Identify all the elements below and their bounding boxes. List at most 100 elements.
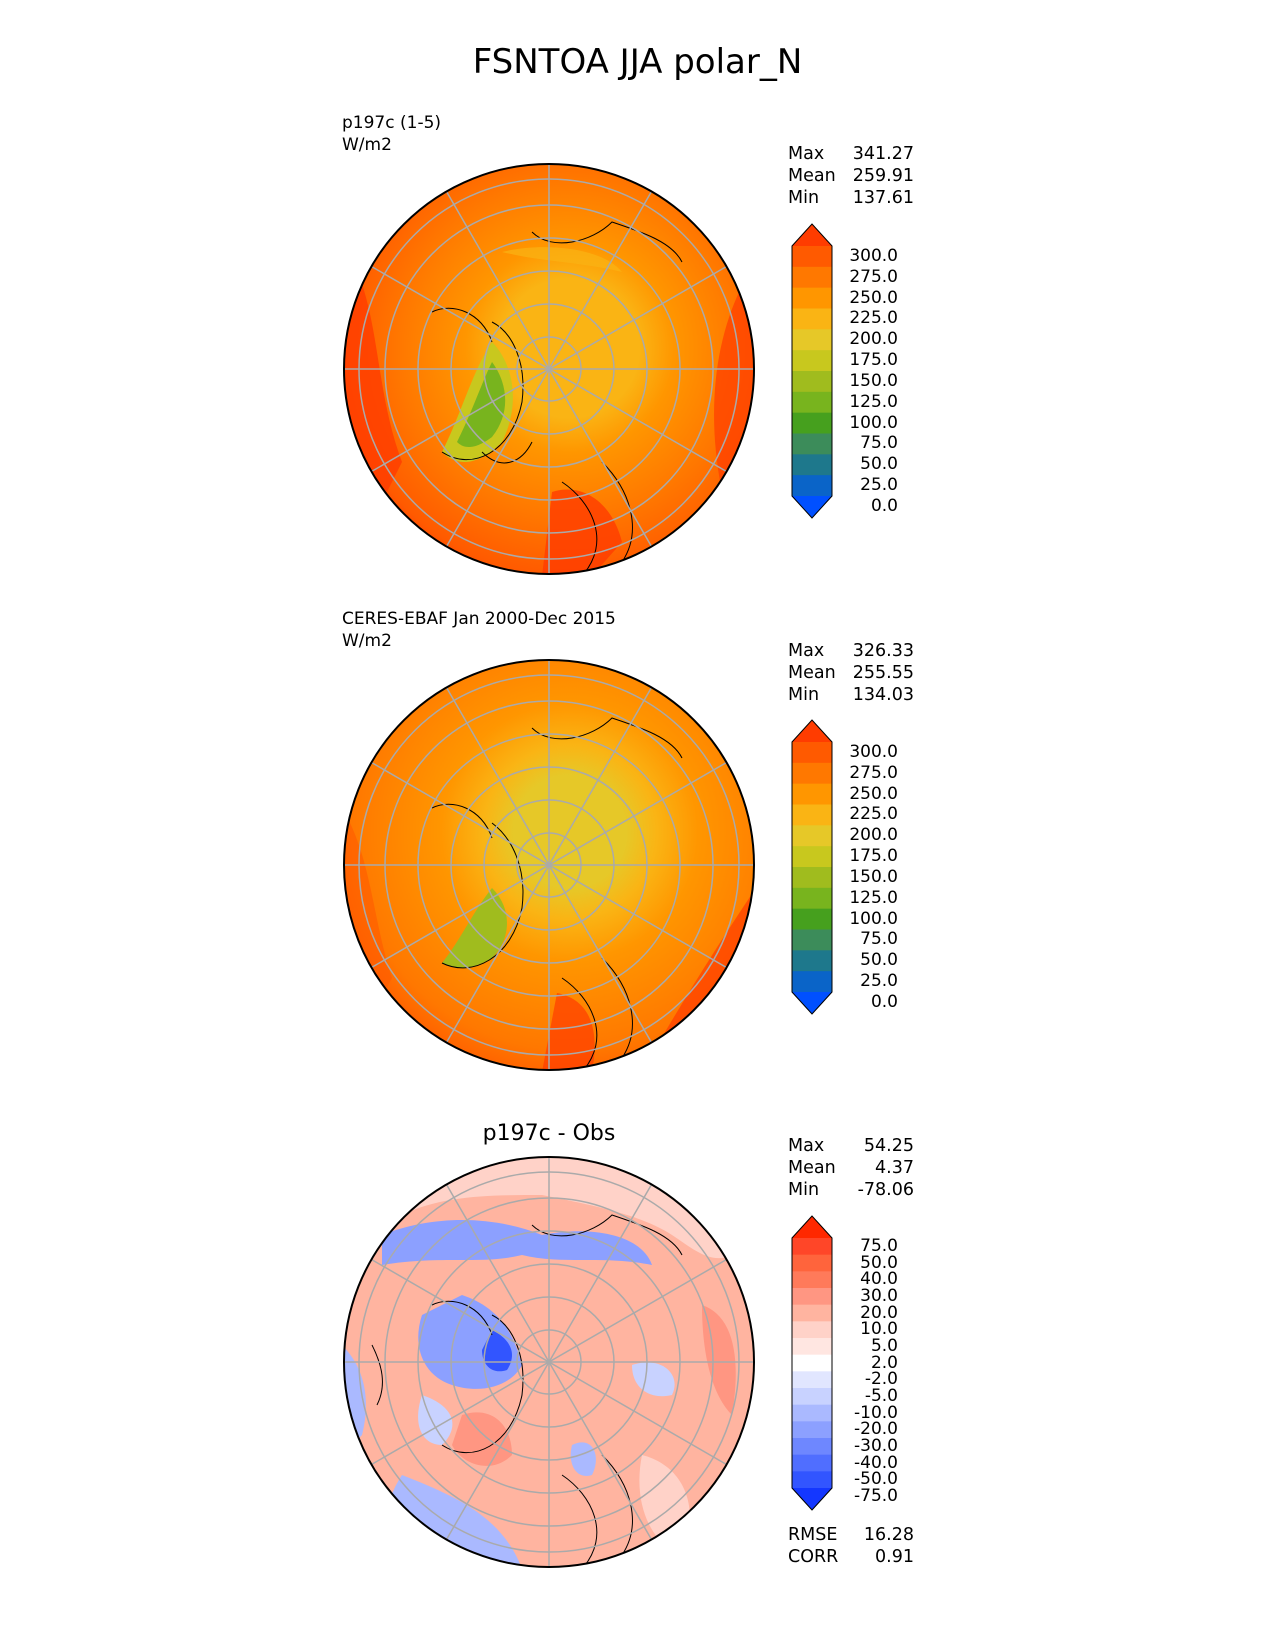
- colorbar-extend-top: [792, 720, 832, 742]
- colorbar-extend-bottom: [792, 992, 832, 1014]
- colorbar-tick-label: 0.0: [870, 495, 898, 516]
- colorbar-segment: [792, 971, 832, 993]
- colorbar-tick-label: -40.0: [854, 1452, 898, 1473]
- colorbar-tick-label: 225.0: [849, 308, 898, 329]
- panel2-stats: Max 326.33 Mean 255.55 Min 134.03: [788, 640, 914, 706]
- panel1-stats: Max 341.27 Mean 259.91 Min 137.61: [788, 143, 914, 209]
- colorbar-extend-bottom: [792, 1488, 832, 1510]
- panel2-stat-min: Min 134.03: [788, 685, 914, 705]
- colorbar-segment: [792, 1438, 832, 1456]
- colorbar-segment: [792, 412, 832, 434]
- colorbar-segment: [792, 1454, 832, 1472]
- colorbar-segment: [792, 287, 832, 309]
- colorbar-segment: [792, 454, 832, 476]
- panel1-label-line1: p197c (1-5): [342, 113, 442, 133]
- colorbar-segment: [792, 433, 832, 455]
- panel3-map: [343, 1156, 755, 1568]
- colorbar-tick-label: 100.0: [849, 908, 898, 929]
- panel1-stat-min: Min 137.61: [788, 188, 914, 208]
- panel1-map: [343, 163, 755, 575]
- colorbar-segment: [792, 246, 832, 268]
- panel3-extra-stats: RMSE 16.28 CORR 0.91: [788, 1524, 914, 1568]
- panel3-stat-min: Min -78.06: [788, 1180, 914, 1200]
- panel2-label-line1: CERES-EBAF Jan 2000-Dec 2015: [342, 609, 616, 629]
- colorbar-extend-top: [792, 1216, 832, 1238]
- colorbar-tick-label: 175.0: [849, 846, 898, 867]
- colorbar-segment: [792, 1321, 832, 1339]
- colorbar-segment: [792, 1471, 832, 1489]
- colorbar-tick-label: 5.0: [870, 1335, 898, 1356]
- panel2-colorbar-labels: 300.0 275.0 250.0 225.0 200.0 175.0 150.0 125.0…: [836, 741, 898, 1010]
- colorbar-segment: [792, 783, 832, 805]
- colorbar-tick-label: 25.0: [860, 971, 898, 992]
- colorbar-tick-label: 50.0: [860, 454, 898, 475]
- colorbar-segment: [792, 929, 832, 951]
- colorbar-segment: [792, 1288, 832, 1306]
- colorbar-tick-label: 50.0: [860, 1252, 898, 1273]
- colorbar-segment: [792, 1238, 832, 1256]
- panel3-stat-rmse: RMSE 16.28: [788, 1525, 914, 1545]
- panel2-stat-mean: Mean 255.55: [788, 663, 914, 683]
- panel2-label-line2: W/m2: [342, 631, 392, 651]
- colorbar-tick-label: 175.0: [849, 350, 898, 371]
- colorbar-segment: [792, 308, 832, 330]
- colorbar-segment: [792, 391, 832, 414]
- colorbar-tick-label: 150.0: [849, 370, 898, 391]
- colorbar-tick-label: -50.0: [854, 1469, 898, 1490]
- colorbar-tick-label: 275.0: [849, 762, 898, 783]
- panel1-label: p197c (1-5) W/m2: [342, 112, 441, 156]
- colorbar-tick-label: 10.0: [860, 1319, 898, 1340]
- colorbar-segment: [792, 887, 832, 910]
- colorbar-segment: [792, 1254, 832, 1272]
- colorbar-tick-label: 125.0: [849, 391, 898, 412]
- colorbar-segment: [792, 1421, 832, 1439]
- panel3-stat-corr: CORR 0.91: [788, 1547, 914, 1567]
- colorbar-tick-label: 300.0: [849, 245, 898, 266]
- colorbar-tick-label: -20.0: [854, 1419, 898, 1440]
- colorbar-tick-label: 2.0: [870, 1352, 898, 1373]
- panel3-colorbar-labels: 75.0 50.0 40.0 30.0 20.0 10.0 5.0 2.0 -2.0 -5.0 -1…: [836, 1237, 898, 1504]
- colorbar-tick-label: 150.0: [849, 866, 898, 887]
- colorbar-tick-label: 0.0: [870, 991, 898, 1012]
- colorbar-extend-bottom: [792, 496, 832, 518]
- colorbar-segment: [792, 1304, 832, 1322]
- panel1-stat-max: Max 341.27: [788, 144, 914, 164]
- panel2-map: [343, 659, 755, 1071]
- figure-title: FSNTOA JJA polar_N: [472, 42, 803, 82]
- colorbar-tick-label: 30.0: [860, 1285, 898, 1306]
- colorbar-segment: [792, 825, 832, 847]
- colorbar-segment: [792, 1271, 832, 1289]
- colorbar-tick-label: -2.0: [864, 1369, 898, 1390]
- colorbar-segment: [792, 475, 832, 497]
- panel1-colorbar: [791, 223, 833, 519]
- colorbar-tick-label: 200.0: [849, 825, 898, 846]
- panel1-colorbar-labels: 300.0 275.0 250.0 225.0 200.0 175.0 150.0 125.0…: [836, 245, 898, 514]
- colorbar-tick-label: -30.0: [854, 1435, 898, 1456]
- colorbar-segment: [792, 846, 832, 868]
- colorbar-tick-label: 100.0: [849, 412, 898, 433]
- colorbar-segment: [792, 867, 832, 889]
- colorbar-tick-label: 225.0: [849, 804, 898, 825]
- colorbar-tick-label: -5.0: [864, 1385, 898, 1406]
- colorbar-tick-label: -10.0: [854, 1402, 898, 1423]
- colorbar-tick-label: 25.0: [860, 475, 898, 496]
- colorbar-tick-label: 275.0: [849, 266, 898, 287]
- colorbar-tick-label: 200.0: [849, 329, 898, 350]
- panel3-stats: Max 54.25 Mean 4.37 Min -78.06: [788, 1135, 914, 1201]
- colorbar-segment: [792, 1338, 832, 1356]
- colorbar-extend-top: [792, 224, 832, 246]
- panel2-colorbar: [791, 719, 833, 1015]
- colorbar-tick-label: -75.0: [854, 1485, 898, 1506]
- colorbar-outline: [791, 1215, 833, 1511]
- panel3-colorbar: [791, 1215, 833, 1511]
- colorbar-tick-label: 300.0: [849, 741, 898, 762]
- colorbar-segment: [792, 266, 832, 289]
- colorbar-segment: [792, 908, 832, 930]
- colorbar-tick-label: 50.0: [860, 950, 898, 971]
- panel3-stat-max: Max 54.25: [788, 1136, 914, 1156]
- colorbar-segment: [792, 329, 832, 351]
- colorbar-segment: [792, 1404, 832, 1422]
- colorbar-segment: [792, 762, 832, 785]
- colorbar-segment: [792, 742, 832, 764]
- colorbar-tick-label: 125.0: [849, 887, 898, 908]
